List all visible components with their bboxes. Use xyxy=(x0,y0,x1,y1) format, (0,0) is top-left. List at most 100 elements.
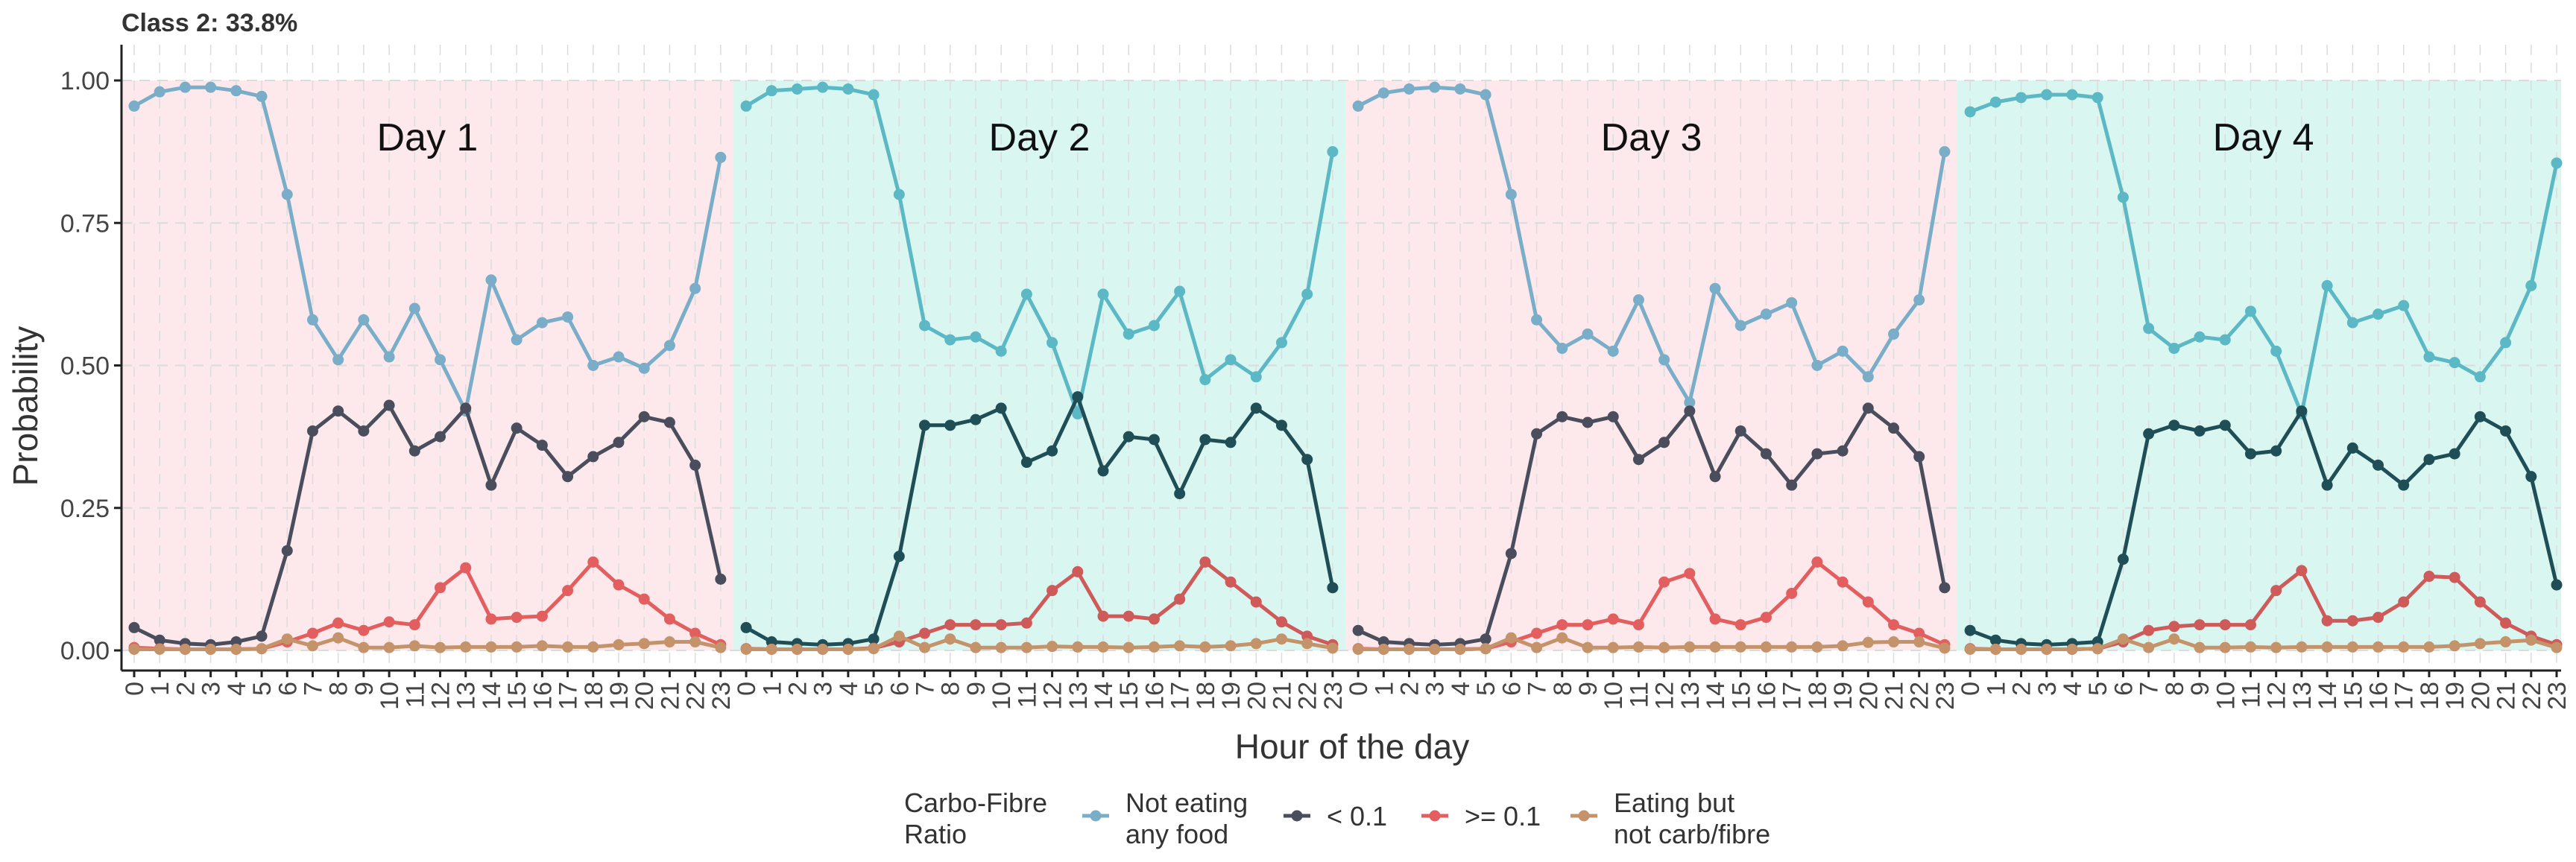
data-point xyxy=(408,640,420,652)
data-point xyxy=(256,90,268,102)
data-point xyxy=(1020,288,1032,300)
data-point xyxy=(2525,634,2537,646)
data-point xyxy=(2346,615,2358,627)
data-point xyxy=(383,641,395,653)
data-point xyxy=(2244,619,2256,631)
data-point xyxy=(663,340,675,352)
data-point xyxy=(128,643,140,655)
legend-title-line2: Ratio xyxy=(904,819,967,849)
data-point xyxy=(587,556,599,568)
data-point xyxy=(2066,643,2078,655)
data-point xyxy=(1658,641,1670,653)
data-point xyxy=(1225,437,1237,449)
data-point xyxy=(919,641,931,653)
data-point xyxy=(2168,633,2180,645)
x-tick-label: 19 xyxy=(605,682,634,710)
legend-key-point xyxy=(1578,810,1590,822)
data-point xyxy=(1989,643,2001,655)
data-point xyxy=(1072,565,1084,577)
day-label: Day 1 xyxy=(376,116,478,159)
data-point xyxy=(2117,633,2129,645)
data-point xyxy=(1327,146,1339,158)
data-point xyxy=(1225,576,1237,588)
data-point xyxy=(1989,96,2001,108)
data-point xyxy=(1250,371,1262,383)
x-tick-label: 15 xyxy=(2339,682,2367,710)
x-tick-label: 14 xyxy=(478,682,506,710)
data-point xyxy=(511,641,523,653)
x-tick-label: 17 xyxy=(2390,682,2419,710)
data-point xyxy=(511,612,523,624)
y-tick-label: 0.75 xyxy=(60,209,110,238)
data-point xyxy=(995,345,1007,357)
data-point xyxy=(306,314,318,326)
x-tick-label: 18 xyxy=(580,682,608,710)
x-tick-label: 9 xyxy=(2186,682,2214,696)
x-tick-label: 20 xyxy=(631,682,659,710)
x-tick-label: 0 xyxy=(1957,682,1985,696)
x-tick-label: 16 xyxy=(528,682,557,710)
x-tick-label: 14 xyxy=(2314,682,2342,710)
data-point xyxy=(689,627,701,639)
data-point xyxy=(1097,288,1109,300)
x-tick-label: 6 xyxy=(1497,682,1526,696)
x-tick-label: 14 xyxy=(1090,682,1118,710)
data-point xyxy=(256,643,268,655)
x-tick-label: 13 xyxy=(1064,682,1093,710)
x-tick-label: 18 xyxy=(1192,682,1220,710)
x-tick-label: 22 xyxy=(1294,682,1322,710)
data-point xyxy=(179,643,191,655)
data-point xyxy=(1454,83,1466,95)
data-point xyxy=(1786,588,1798,599)
data-point xyxy=(2398,479,2410,491)
data-point xyxy=(1429,643,1441,655)
x-tick-label: 0 xyxy=(121,682,149,696)
data-point xyxy=(2373,612,2384,624)
data-point xyxy=(2015,92,2027,104)
x-tick-label: 3 xyxy=(1421,682,1450,696)
x-tick-label: 18 xyxy=(1804,682,1832,710)
data-point xyxy=(2373,308,2384,320)
data-point xyxy=(2398,596,2410,608)
legend-label: any food xyxy=(1126,819,1228,849)
data-point xyxy=(1811,360,1823,371)
data-point xyxy=(2474,411,2486,422)
data-point xyxy=(2219,419,2231,431)
data-point xyxy=(2270,345,2282,357)
data-point xyxy=(1734,320,1746,332)
data-point xyxy=(1582,416,1594,428)
data-point xyxy=(2270,585,2282,597)
data-point xyxy=(1225,640,1237,652)
data-point xyxy=(2525,471,2537,483)
data-point xyxy=(1404,643,1415,655)
x-tick-label: 4 xyxy=(1447,682,1475,696)
data-point xyxy=(511,422,523,434)
data-point xyxy=(1531,428,1543,440)
legend-label: Eating but xyxy=(1614,787,1734,818)
data-point xyxy=(970,619,982,631)
x-tick-label: 3 xyxy=(198,682,226,696)
x-tick-label: 11 xyxy=(1013,682,1041,708)
legend-label: < 0.1 xyxy=(1327,801,1387,831)
data-point xyxy=(1480,643,1491,655)
data-point xyxy=(2474,596,2486,608)
data-point xyxy=(1913,294,1925,306)
data-point xyxy=(1250,402,1262,414)
data-point xyxy=(2500,636,2512,648)
data-point xyxy=(868,643,880,655)
data-point xyxy=(1072,408,1084,420)
x-tick-label: 2 xyxy=(1396,682,1424,696)
data-point xyxy=(765,643,777,655)
x-tick-label: 16 xyxy=(1140,682,1169,710)
data-point xyxy=(256,630,268,642)
x-tick-label: 2 xyxy=(783,682,812,696)
data-point xyxy=(2373,459,2384,471)
data-point xyxy=(1811,641,1823,653)
x-tick-label: 23 xyxy=(1319,682,1348,710)
data-point xyxy=(154,643,165,655)
x-tick-label: 0 xyxy=(1345,682,1373,696)
data-point xyxy=(460,402,472,414)
data-point xyxy=(2500,617,2512,629)
data-point xyxy=(2474,638,2486,650)
data-point xyxy=(1837,640,1849,652)
